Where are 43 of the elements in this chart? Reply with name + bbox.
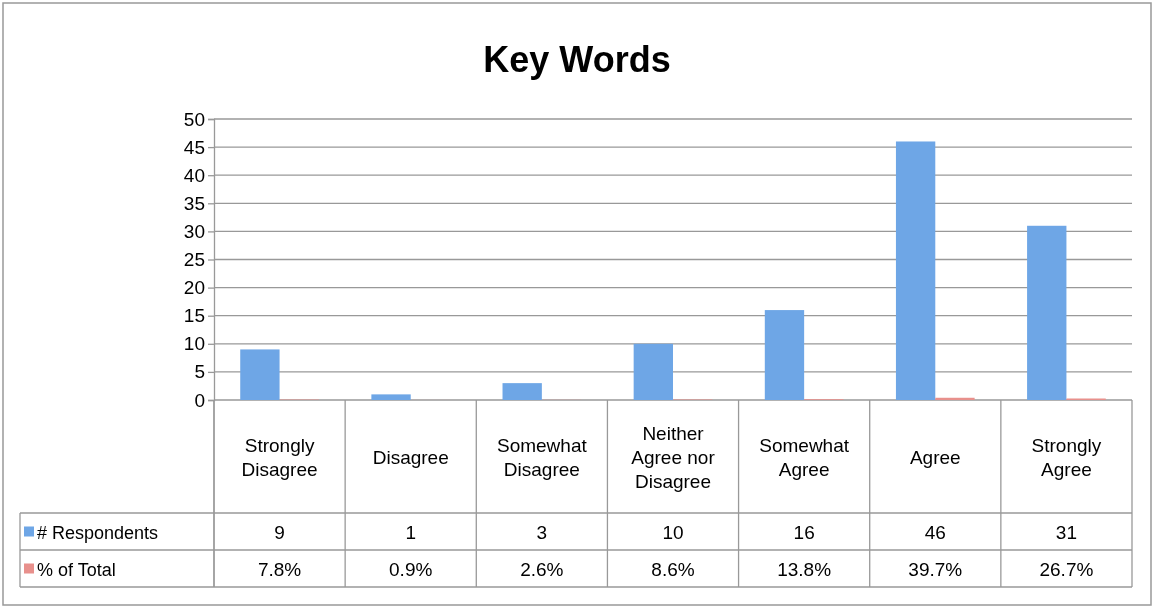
bar: [371, 394, 411, 400]
data-label: 1: [405, 521, 416, 543]
data-label: 10: [662, 521, 684, 543]
bar: [1027, 225, 1067, 400]
y-tick-label: 30: [183, 220, 205, 242]
y-tick-label: 40: [183, 164, 205, 186]
x-tick-label: Somewhat Disagree: [496, 434, 588, 480]
x-tick-label: Strongly Agree: [1031, 434, 1102, 480]
y-tick-label: 35: [183, 192, 205, 214]
x-tick-label: Neither Agree nor Disagree: [631, 422, 716, 492]
y-tick-label: 25: [183, 249, 205, 271]
data-label: 9: [274, 521, 285, 543]
data-label: 46: [924, 521, 946, 543]
data-label: 16: [793, 521, 815, 543]
y-tick-label: 15: [183, 305, 205, 327]
y-tick-label: 5: [194, 361, 205, 383]
x-tick-label: Agree: [909, 446, 961, 468]
bar: [240, 349, 280, 400]
y-tick-label: 50: [183, 108, 205, 130]
y-tick-label: 45: [183, 136, 205, 158]
data-label: 39.7%: [908, 558, 963, 580]
chart-title: Key Words: [483, 39, 671, 80]
x-tick-label: Somewhat Agree: [759, 434, 850, 480]
legend-label: % of Total: [37, 559, 116, 580]
data-label: 0.9%: [389, 558, 433, 580]
data-label: 13.8%: [777, 558, 832, 580]
legend-label: # Respondents: [37, 522, 159, 543]
x-tick-label: Strongly Disagree: [241, 434, 318, 480]
y-tick-label: 0: [194, 389, 205, 411]
bar: [764, 310, 805, 400]
y-tick-label: 20: [183, 277, 205, 299]
bar: [935, 397, 975, 400]
data-label: 2.6%: [520, 558, 564, 580]
data-label: 8.6%: [651, 558, 695, 580]
bar: [502, 383, 542, 400]
y-tick-label: 10: [183, 333, 205, 355]
data-label: 7.8%: [257, 558, 302, 580]
bar: [633, 343, 673, 400]
data-label: 3: [536, 521, 548, 543]
x-tick-label: Disagree: [372, 446, 449, 468]
bar: [895, 141, 936, 400]
data-label: 26.7%: [1039, 558, 1094, 580]
data-label: 31: [1055, 521, 1077, 543]
